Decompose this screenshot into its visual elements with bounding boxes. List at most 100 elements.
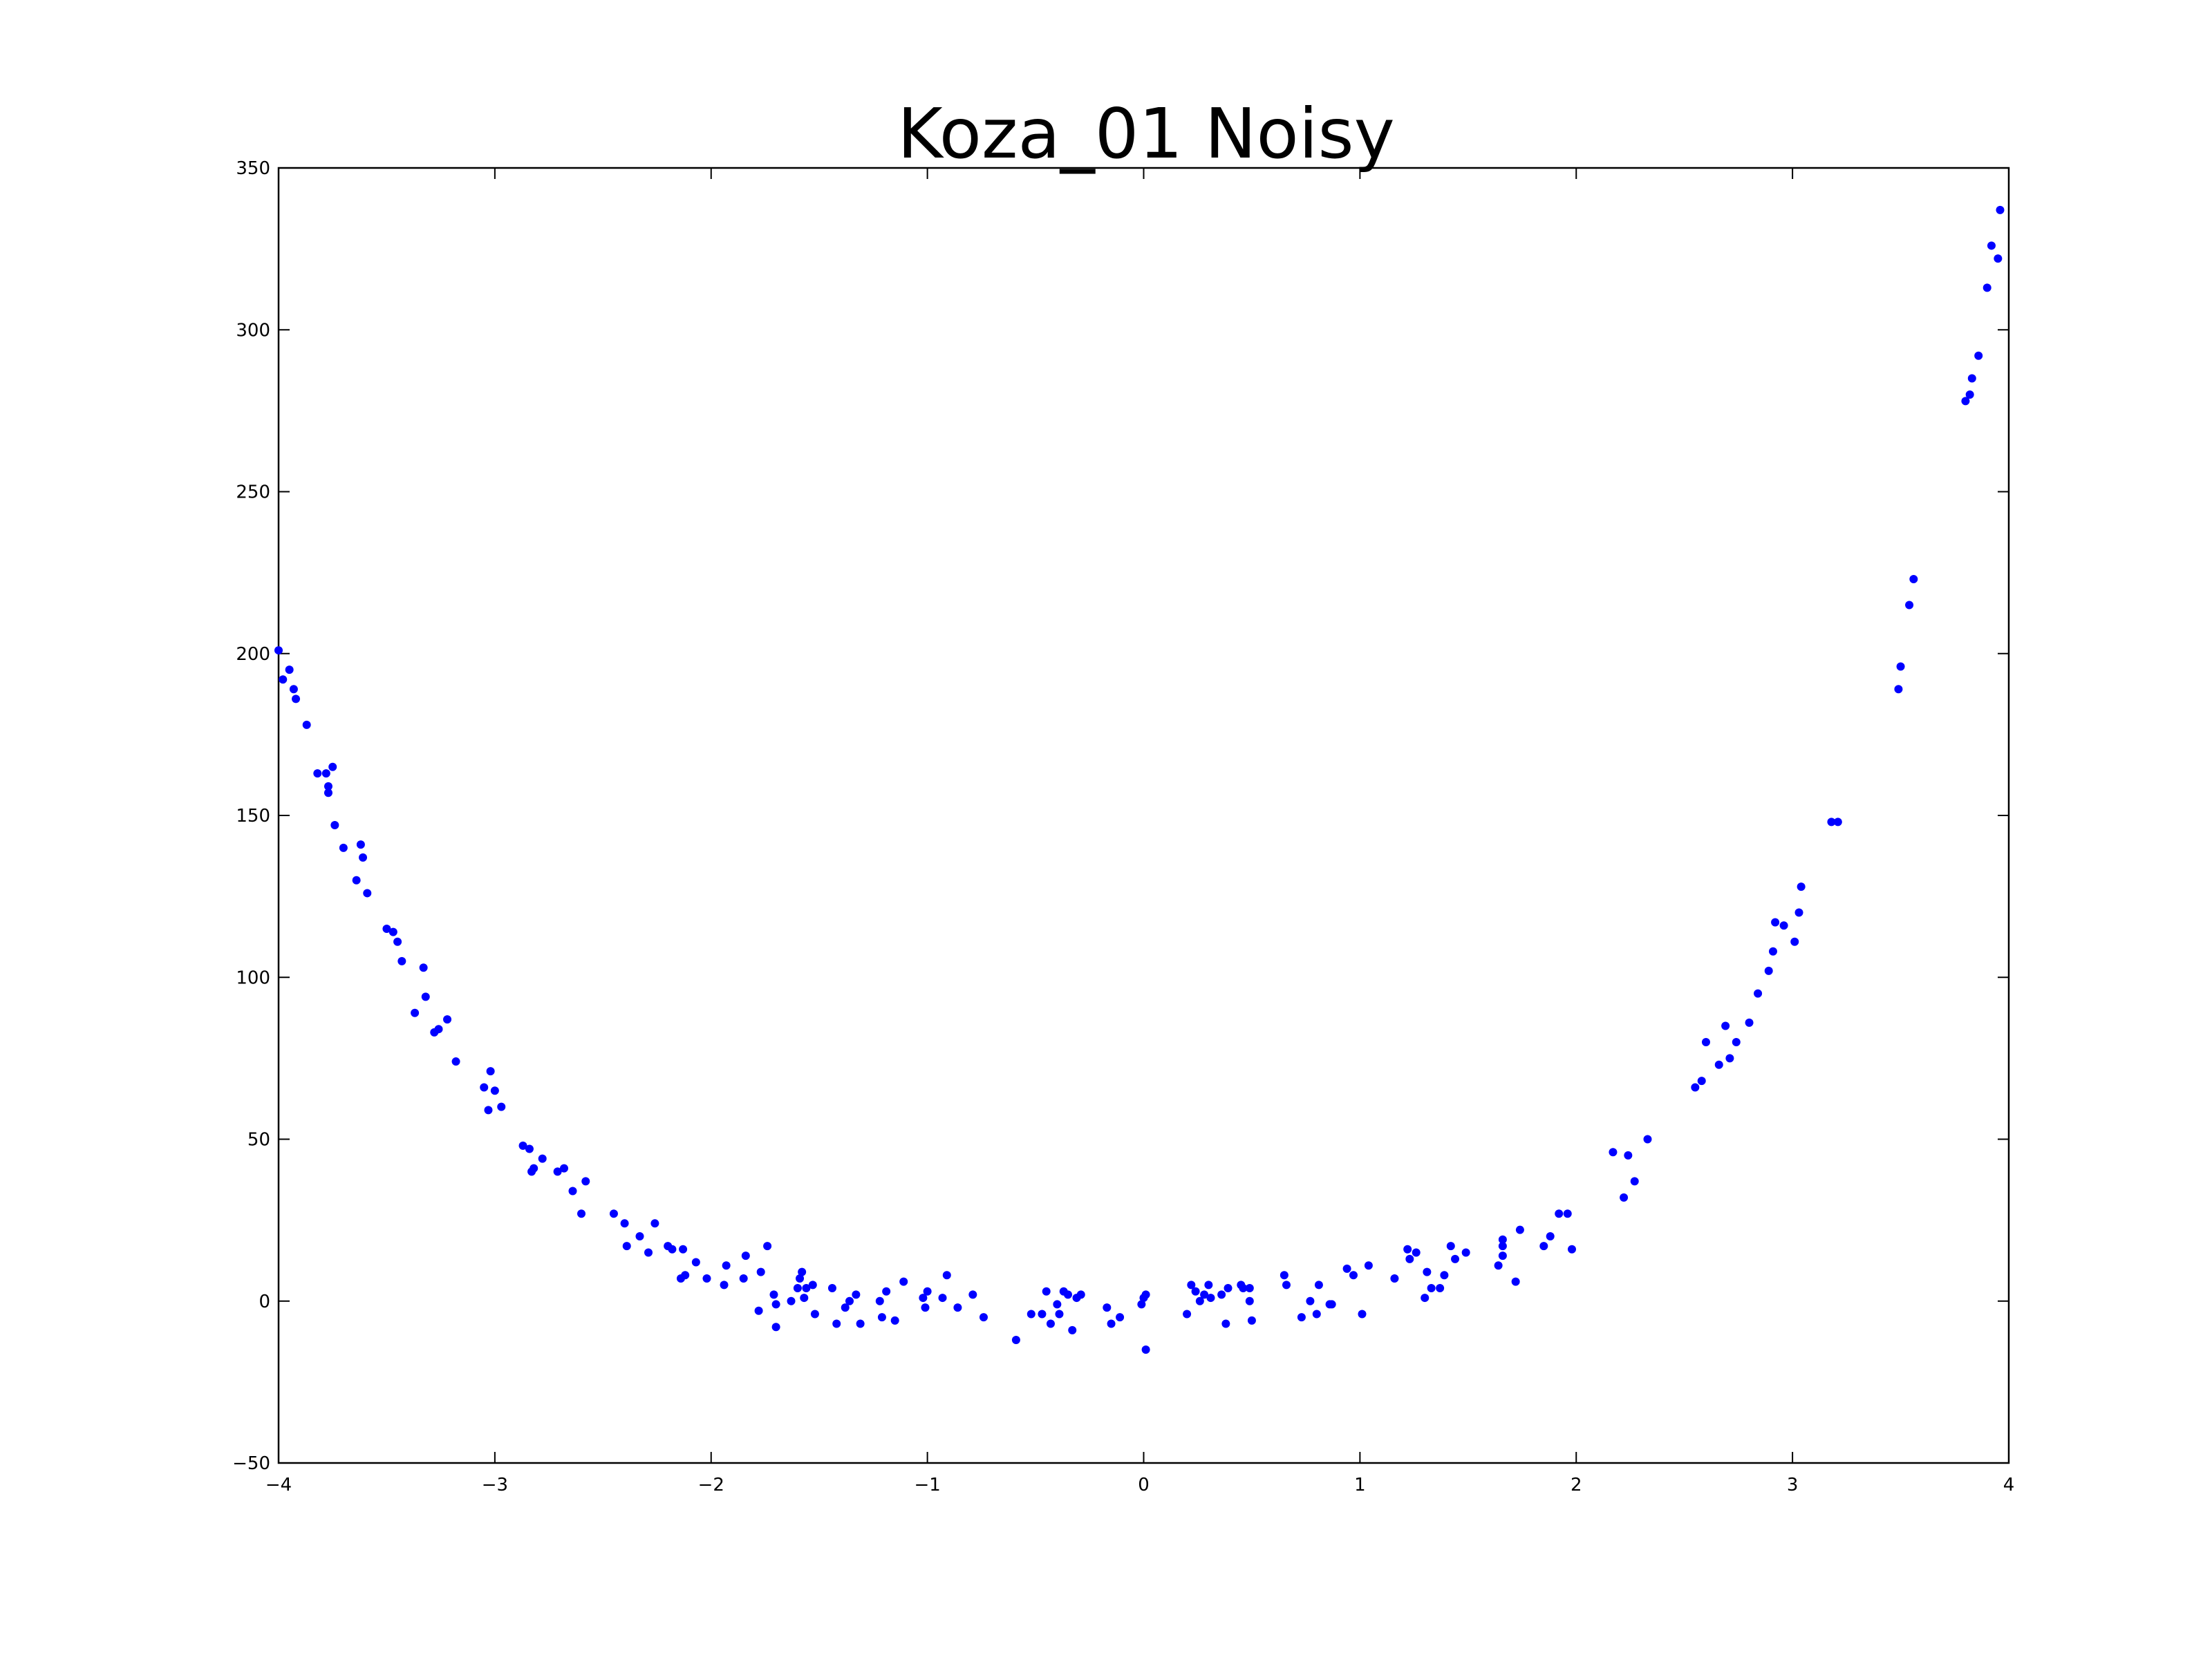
x-tick-label: 3	[1787, 1475, 1799, 1495]
data-point	[339, 843, 348, 852]
data-point	[979, 1313, 988, 1322]
data-point	[1403, 1245, 1412, 1254]
data-point	[877, 1313, 886, 1322]
x-tick-label: −2	[698, 1475, 724, 1495]
data-point	[622, 1242, 631, 1251]
data-point	[938, 1294, 947, 1303]
data-point	[1498, 1252, 1507, 1260]
data-point	[577, 1209, 586, 1218]
y-tick-label: 200	[236, 644, 270, 665]
data-point	[443, 1015, 452, 1024]
data-point	[1797, 882, 1806, 891]
data-point	[1055, 1310, 1064, 1319]
data-point	[942, 1271, 951, 1280]
data-point	[1195, 1296, 1204, 1305]
data-point	[1187, 1281, 1196, 1290]
x-tick-label: 2	[1571, 1475, 1582, 1495]
data-point	[490, 1086, 499, 1095]
y-tick-label: 100	[236, 967, 270, 988]
data-point	[1725, 1054, 1734, 1063]
y-tick-label: 0	[259, 1292, 270, 1312]
data-point	[1390, 1274, 1399, 1283]
data-point	[1405, 1254, 1414, 1263]
plot-area-frame	[277, 167, 2010, 1464]
data-point	[1745, 1018, 1754, 1027]
data-point	[1107, 1319, 1116, 1328]
data-point	[796, 1274, 805, 1283]
data-point	[1053, 1300, 1062, 1309]
data-point	[1974, 351, 1983, 360]
data-point	[1245, 1296, 1254, 1305]
data-point	[1297, 1313, 1306, 1322]
data-point	[324, 782, 332, 791]
data-point	[763, 1242, 772, 1251]
data-point	[1630, 1177, 1639, 1186]
data-point	[484, 1106, 493, 1115]
data-point	[1461, 1248, 1470, 1257]
data-point	[1038, 1310, 1047, 1319]
data-point	[451, 1057, 460, 1066]
data-point	[921, 1303, 930, 1312]
data-point	[1427, 1284, 1436, 1293]
data-point	[1280, 1271, 1288, 1280]
data-point	[810, 1310, 819, 1319]
data-point	[1546, 1232, 1555, 1241]
data-point	[518, 1141, 527, 1150]
data-point	[421, 992, 430, 1001]
data-point	[668, 1245, 677, 1254]
x-tick-label: −4	[265, 1475, 292, 1495]
data-point	[841, 1303, 850, 1312]
data-point	[1701, 1037, 1710, 1046]
data-point	[1721, 1021, 1730, 1030]
data-point	[1076, 1290, 1085, 1299]
data-point	[644, 1248, 653, 1257]
data-point	[769, 1290, 778, 1299]
data-point	[1446, 1242, 1455, 1251]
data-point	[720, 1281, 729, 1290]
data-point	[609, 1209, 618, 1218]
data-point	[1987, 241, 1996, 250]
y-tick-label: 350	[236, 158, 270, 179]
data-point	[832, 1319, 841, 1328]
data-point	[1063, 1290, 1072, 1299]
data-point	[923, 1287, 932, 1296]
data-point	[1754, 989, 1763, 998]
data-point	[953, 1303, 962, 1312]
data-point	[289, 685, 298, 694]
data-point	[1609, 1148, 1618, 1157]
data-point	[1498, 1235, 1507, 1244]
data-point	[568, 1187, 577, 1196]
data-point	[1983, 283, 1991, 292]
y-tick-label: 150	[236, 806, 270, 827]
data-point	[1141, 1345, 1150, 1354]
data-point	[1440, 1271, 1449, 1280]
data-point	[1996, 205, 2005, 214]
data-point	[1620, 1193, 1629, 1202]
data-point	[285, 665, 294, 674]
data-point	[741, 1252, 750, 1260]
data-point	[1239, 1284, 1248, 1293]
data-point	[411, 1008, 420, 1017]
data-point	[1046, 1319, 1055, 1328]
data-point	[1494, 1261, 1503, 1270]
data-point	[1714, 1060, 1723, 1069]
data-point	[875, 1296, 884, 1305]
data-point	[856, 1319, 865, 1328]
data-point	[1764, 966, 1773, 975]
data-point	[321, 769, 330, 778]
data-point	[559, 1164, 568, 1173]
data-points	[274, 205, 2005, 1354]
data-point	[702, 1274, 711, 1283]
data-point	[434, 1025, 443, 1034]
data-point	[691, 1258, 700, 1267]
data-point	[1833, 818, 1842, 827]
data-point	[1732, 1037, 1741, 1046]
x-tick-label: 1	[1354, 1475, 1366, 1495]
data-point	[852, 1290, 861, 1299]
x-axis: −4 −3 −2 −1 0 1 2 3 4	[265, 168, 2014, 1495]
data-point	[1364, 1261, 1373, 1270]
y-tick-label: 300	[236, 320, 270, 341]
data-point	[802, 1284, 811, 1293]
data-point	[787, 1296, 796, 1305]
data-point	[1624, 1151, 1633, 1160]
